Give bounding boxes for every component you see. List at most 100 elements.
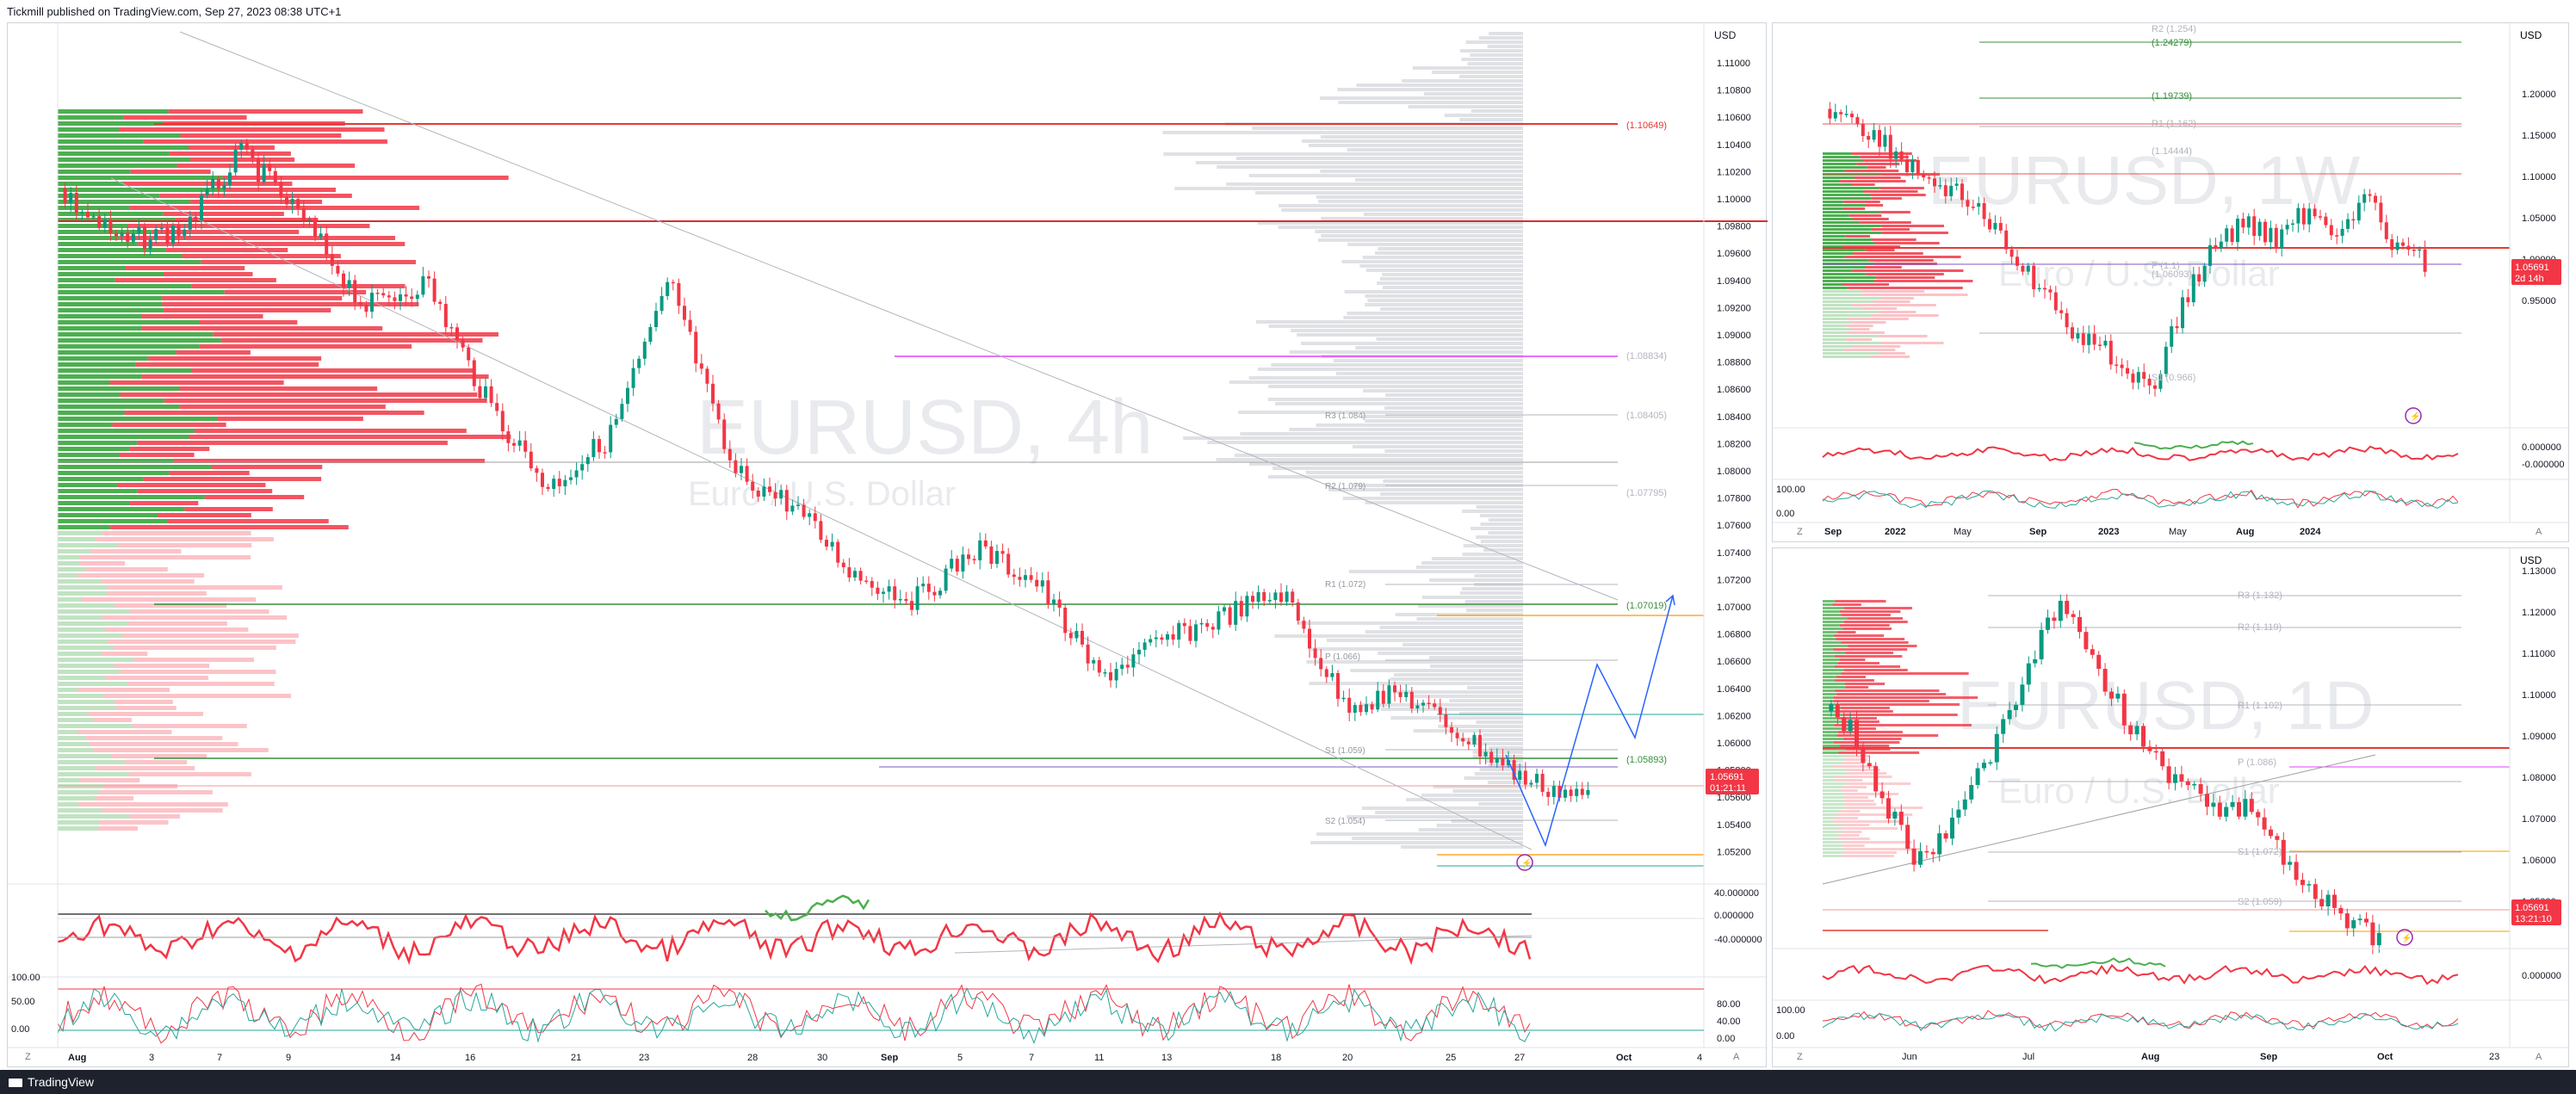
corner-z-button[interactable]: Z [25, 1052, 31, 1062]
publish-header: Tickmill published on TradingView.com, S… [0, 0, 2576, 22]
volume-bar-down [79, 561, 126, 566]
volume-bar-down [1842, 207, 1866, 210]
candle-body [2332, 894, 2337, 908]
weekly-chart-panel[interactable]: EURUSD, 1W Euro / U.S. Dollar USD 1.2000… [1772, 22, 2570, 543]
session-volume-bar [1438, 725, 1523, 728]
candle-body [2076, 333, 2080, 339]
indicator-tick: -40.000000 [1714, 935, 1762, 945]
indicator-tick: 40.000000 [1714, 888, 1759, 899]
lightning-icon[interactable] [1516, 854, 1533, 871]
candle-body [80, 212, 84, 213]
volume-bar-down [115, 700, 173, 704]
candle-body [1217, 611, 1221, 630]
session-volume-bar [1474, 574, 1523, 578]
candle-body [2217, 802, 2222, 817]
corner-z-button[interactable]: Z [1797, 527, 1803, 537]
corner-z-button[interactable]: Z [1797, 1052, 1803, 1062]
volume-bar-down [1865, 249, 1895, 251]
indicator-tick: 100.00 [1776, 1005, 1805, 1016]
indicator-tick: 0.000000 [2522, 442, 2561, 453]
candle-body [1962, 799, 1967, 810]
candle-body [313, 219, 317, 238]
main-chart-canvas[interactable]: EURUSD, 4h Euro / U.S. Dollar USD 1.1100… [8, 23, 1768, 1068]
volume-bar-down [129, 501, 199, 505]
candle-body [1381, 690, 1385, 704]
candle-body [432, 278, 437, 302]
price-axis[interactable]: 1.13000 1.12000 1.11000 1.10000 1.09000 1.080… [2522, 566, 2556, 907]
volume-bar-down [120, 670, 276, 674]
session-volume-bar [1402, 79, 1523, 83]
session-volume-bar [1316, 423, 1523, 427]
candle-body [1855, 117, 1860, 125]
candle-body [2181, 297, 2184, 329]
daily-chart-canvas[interactable]: EURUSD, 1D Euro / U.S. Dollar USD 1.1300… [1773, 548, 2570, 1068]
candle-body [472, 360, 476, 386]
volume-bar-down [211, 465, 323, 469]
volume-bar-down [122, 634, 299, 638]
rsi-line [57, 911, 1532, 966]
volume-bar-down [1844, 824, 1870, 826]
price-axis[interactable]: 1.11000 1.10800 1.10600 1.10400 1.10200 1.100… [1717, 59, 1751, 857]
candle-body [233, 149, 238, 173]
volume-bar-down [1836, 827, 1898, 830]
candle-body [2344, 913, 2350, 929]
candle-body [165, 227, 170, 244]
volume-bar-up [1823, 610, 1840, 613]
session-volume-bar [1310, 647, 1523, 651]
volume-bar-down [1845, 748, 1891, 751]
candle-body [421, 275, 425, 295]
volume-bar-up [1823, 273, 1866, 275]
candle-body [2179, 774, 2184, 782]
level-label: (1.10649) [1626, 121, 1667, 131]
candle-body [808, 513, 812, 517]
volume-bar-up [58, 453, 120, 457]
corner-a-button[interactable]: A [2536, 1052, 2542, 1062]
candle-body [1245, 596, 1249, 617]
lightning-icon[interactable] [2396, 929, 2413, 946]
tradingview-logo[interactable]: TradingView [9, 1075, 94, 1089]
projection-path[interactable] [1505, 594, 1675, 848]
candle-body [2340, 228, 2344, 236]
candle-body [1938, 185, 1942, 187]
pivot-label: R3 (1.084) [1325, 411, 1365, 421]
candle-body [1998, 223, 2003, 231]
candle-body [1081, 631, 1084, 645]
main-chart-panel[interactable]: EURUSD, 4h Euro / U.S. Dollar USD 1.1100… [7, 22, 1768, 1068]
candle-body [1850, 114, 1854, 118]
lightning-icon[interactable] [2405, 407, 2422, 424]
candle-body [1444, 714, 1448, 727]
daily-chart-panel[interactable]: EURUSD, 1D Euro / U.S. Dollar USD 1.1300… [1772, 547, 2570, 1068]
corner-a-button[interactable]: A [1733, 1052, 1740, 1062]
volume-bar-down [1880, 352, 1905, 355]
volume-bar-up [1823, 159, 1864, 162]
weekly-chart-canvas[interactable]: EURUSD, 1W Euro / U.S. Dollar USD 1.2000… [1773, 23, 2570, 543]
candle-body [910, 601, 913, 610]
candle-body [2071, 614, 2076, 617]
indicator-tick: 40.00 [1717, 1017, 1741, 1027]
volume-bar-down [1875, 276, 1935, 279]
candle-body [484, 386, 487, 399]
volume-bar-up [1823, 187, 1880, 189]
time-axis[interactable]: Sep 2022 May Sep 2023 May Aug 2024 [1824, 527, 2321, 537]
candle-body [194, 216, 198, 220]
volume-bar-up [58, 525, 111, 529]
price-tag-countdown: 13:21:10 [2515, 914, 2552, 924]
stochastic-indicator [1822, 1010, 2459, 1032]
session-volume-bar [1471, 527, 1523, 530]
session-volume-bar [1488, 746, 1523, 750]
volume-bar-down [1838, 834, 1860, 837]
time-axis[interactable]: Jun Jul Aug Sep Oct 23 [1902, 1052, 2499, 1062]
volume-bar-down [1873, 280, 1973, 282]
corner-a-button[interactable]: A [2536, 527, 2542, 537]
volume-bar-down [113, 646, 276, 650]
candle-body [307, 219, 312, 221]
time-axis[interactable]: Aug 3 7 9 14 16 21 23 28 30 Sep 5 7 11 13 18 20 25 27 Oct 4 [68, 1053, 1702, 1063]
price-tick: 0.95000 [2522, 296, 2556, 306]
candle-body [1569, 789, 1573, 796]
candle-body [626, 387, 629, 405]
candle-body [1523, 770, 1527, 785]
volume-bar-down [1843, 855, 1894, 857]
stochastic-indicator [57, 983, 1704, 1044]
price-axis[interactable]: 1.200001.150001.100001.050001.000000.950… [2522, 90, 2556, 306]
volume-bar-down [77, 730, 172, 734]
